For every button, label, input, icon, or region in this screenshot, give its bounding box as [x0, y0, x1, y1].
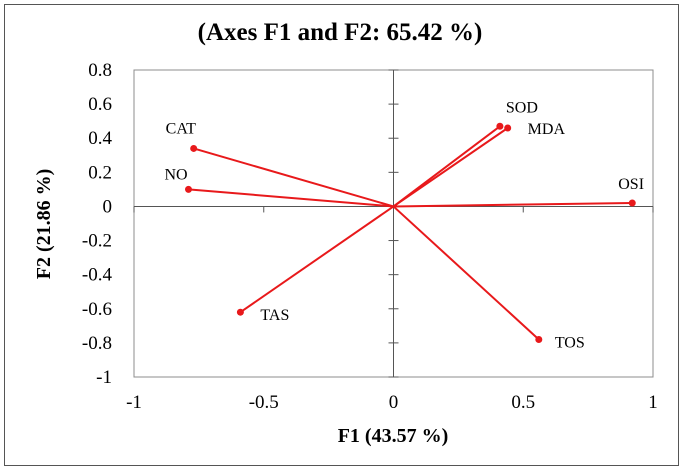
- x-tick-label: -1: [126, 392, 142, 413]
- chart-frame: [4, 4, 679, 466]
- y-tick-label: -0.2: [82, 231, 112, 252]
- y-tick-label: -0.4: [82, 265, 113, 286]
- point-tas: [236, 308, 244, 316]
- point-sod: [496, 122, 504, 130]
- x-tick-label: 1: [648, 392, 658, 413]
- point-no: [184, 185, 192, 193]
- point-label-mda: MDA: [528, 121, 566, 138]
- labels-layer: CAT NO SOD MDA OSI TAS TOS: [164, 99, 644, 351]
- y-tick-label: -0.6: [82, 299, 112, 320]
- vector-no: [188, 188, 394, 208]
- chart-title: (Axes F1 and F2: 65.42 %): [198, 19, 483, 46]
- y-tick-label: 0.6: [88, 94, 112, 115]
- point-label-cat: CAT: [166, 120, 196, 137]
- y-tick-label: 0.2: [88, 162, 112, 183]
- vector-osi: [393, 202, 633, 208]
- vector-tos: [392, 205, 540, 341]
- point-mda: [504, 124, 512, 132]
- x-tick-label: 0: [389, 392, 399, 413]
- point-tos: [535, 335, 543, 343]
- y-tick-label: 0: [103, 196, 113, 217]
- x-tick-label: -0.5: [249, 392, 279, 413]
- vector-mda: [392, 127, 509, 208]
- point-label-tas: TAS: [260, 307, 289, 324]
- ticks-layer: -1 -0.5 0 0.5 1 -1 -0.8 -0.6 -0.4 -0.2 0 0.2 0.4 0.6 0…: [82, 60, 658, 413]
- y-tick-label: -0.8: [82, 333, 112, 354]
- vector-cat: [193, 147, 394, 208]
- point-label-osi: OSI: [618, 176, 644, 193]
- y-tick-label: 0.4: [88, 128, 112, 149]
- point-label-sod: SOD: [506, 99, 538, 116]
- y-tick-label: 0.8: [88, 60, 112, 81]
- vectors-layer: [184, 122, 636, 343]
- y-axis-label: F2 (21.86 %): [33, 169, 55, 280]
- point-label-no: NO: [164, 166, 187, 183]
- point-label-tos: TOS: [555, 334, 585, 351]
- y-tick-label: -1: [96, 367, 112, 388]
- point-osi: [628, 199, 636, 207]
- x-tick-label: 0.5: [511, 392, 535, 413]
- point-cat: [190, 144, 198, 152]
- vector-tas: [239, 205, 395, 314]
- x-axis-label: F1 (43.57 %): [338, 425, 449, 447]
